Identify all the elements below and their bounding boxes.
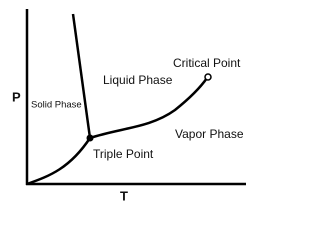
y-axis-label: P xyxy=(12,89,21,104)
triple-point-label: Triple Point xyxy=(93,147,154,161)
critical-point-label: Critical Point xyxy=(173,56,241,70)
liquid-label: Liquid Phase xyxy=(103,73,173,87)
melting-curve xyxy=(71,13,92,139)
phase-diagram: P T Solid Phase Liquid Phase Vapor Phase… xyxy=(12,9,246,203)
sublimation-curve xyxy=(26,137,92,186)
triple-point-dot xyxy=(86,134,94,142)
solid-label: Solid Phase xyxy=(31,100,82,111)
critical-point-dot xyxy=(204,73,212,81)
vaporization-curve xyxy=(89,77,209,140)
x-axis-label: T xyxy=(120,188,128,203)
vapor-label: Vapor Phase xyxy=(175,127,244,141)
